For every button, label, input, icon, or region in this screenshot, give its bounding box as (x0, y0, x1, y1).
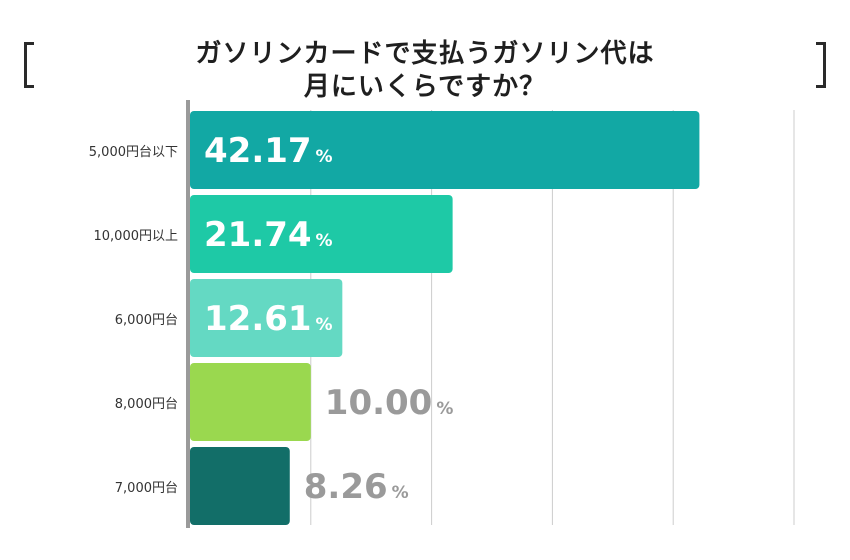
category-label: 7,000円台 (115, 481, 178, 496)
value-label: 8.26% (304, 467, 409, 507)
bar-1 (190, 111, 700, 189)
bar-4 (190, 363, 311, 441)
chart-title-line-2: 月にいくらですか？ (303, 72, 547, 102)
category-label: 5,000円台以下 (89, 145, 178, 160)
category-label: 10,000円以上 (94, 229, 179, 244)
category-label: 6,000円台 (115, 313, 178, 328)
category-label: 8,000円台 (115, 397, 178, 412)
value-label: 10.00% (325, 383, 454, 423)
value-label: 12.61% (204, 299, 333, 339)
value-label: 42.17% (204, 131, 333, 171)
chart-title-line-1: ガソリンカードで支払うガソリン代は (195, 39, 655, 69)
bar-2 (190, 195, 453, 273)
left-bracket-decoration (24, 42, 34, 88)
bar-5 (190, 447, 290, 525)
right-bracket-decoration (816, 42, 826, 88)
value-label: 21.74% (204, 215, 333, 255)
bar-3 (190, 279, 343, 357)
